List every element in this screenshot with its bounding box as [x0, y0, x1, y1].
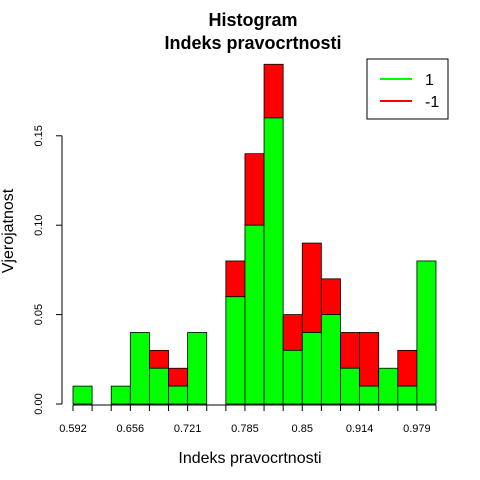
x-tick-label-2: 0.721: [174, 423, 202, 435]
legend-label-1: 1: [425, 72, 434, 89]
x-tick-label-4: 0.85: [292, 423, 313, 435]
bar-neg1-17: [397, 349, 418, 387]
bar-neg1-13: [320, 278, 341, 315]
x-tick-label-1: 0.656: [117, 423, 145, 435]
y-tick-label-2: 0.10: [33, 214, 45, 235]
x-tick-label-3: 0.785: [231, 423, 259, 435]
chart-subtitle: Indeks pravocrtnosti: [164, 33, 341, 53]
bar-neg1-15: [359, 332, 380, 387]
bar-neg1-10: [263, 63, 284, 119]
bar-neg1-14: [340, 332, 360, 369]
bars-group: [72, 63, 437, 405]
legend-label-neg1: -1: [425, 94, 439, 111]
bar-1-3: [129, 332, 150, 405]
chart-title: Histogram: [208, 10, 297, 30]
bar-1-16: [378, 367, 399, 405]
x-axis: 0.592 0.656 0.721 0.785 0.85 0.914 0.979: [59, 404, 437, 435]
bar-1-2: [110, 385, 131, 405]
bar-neg1-4: [149, 349, 169, 369]
y-axis: 0.00 0.05 0.10 0.15: [33, 125, 63, 415]
bar-neg1-12: [301, 242, 322, 333]
y-tick-label-1: 0.05: [33, 304, 45, 325]
bar-1-0: [72, 385, 93, 405]
legend-box: [366, 58, 449, 120]
x-tick-label-0: 0.592: [59, 423, 87, 435]
y-axis-label: Vjerojatnost: [0, 188, 17, 273]
bar-1-15: [359, 385, 380, 405]
bar-neg1-11: [282, 314, 303, 351]
legend: 1 -1: [366, 58, 449, 120]
bar-1-8: [225, 296, 246, 405]
bar-1-14: [340, 367, 360, 405]
y-tick-label-0: 0.00: [33, 393, 45, 414]
x-tick-label-5: 0.914: [346, 423, 374, 435]
bar-neg1-8: [225, 260, 246, 298]
bar-1-4: [149, 367, 169, 405]
bar-1-12: [301, 332, 322, 405]
x-tick-label-6: 0.979: [403, 423, 431, 435]
bar-1-17: [397, 385, 418, 405]
bar-1-13: [320, 314, 341, 405]
bar-neg1-9: [244, 153, 265, 226]
x-axis-label: Indeks pravocrtnosti: [178, 450, 321, 467]
bar-1-9: [244, 224, 265, 405]
bar-1-5: [168, 385, 189, 405]
bar-neg1-5: [168, 367, 189, 387]
bar-1-6: [187, 332, 208, 405]
bar-1-10: [263, 117, 284, 405]
bar-1-11: [282, 349, 303, 405]
y-tick-label-3: 0.15: [33, 125, 45, 146]
bar-1-18: [416, 260, 437, 405]
